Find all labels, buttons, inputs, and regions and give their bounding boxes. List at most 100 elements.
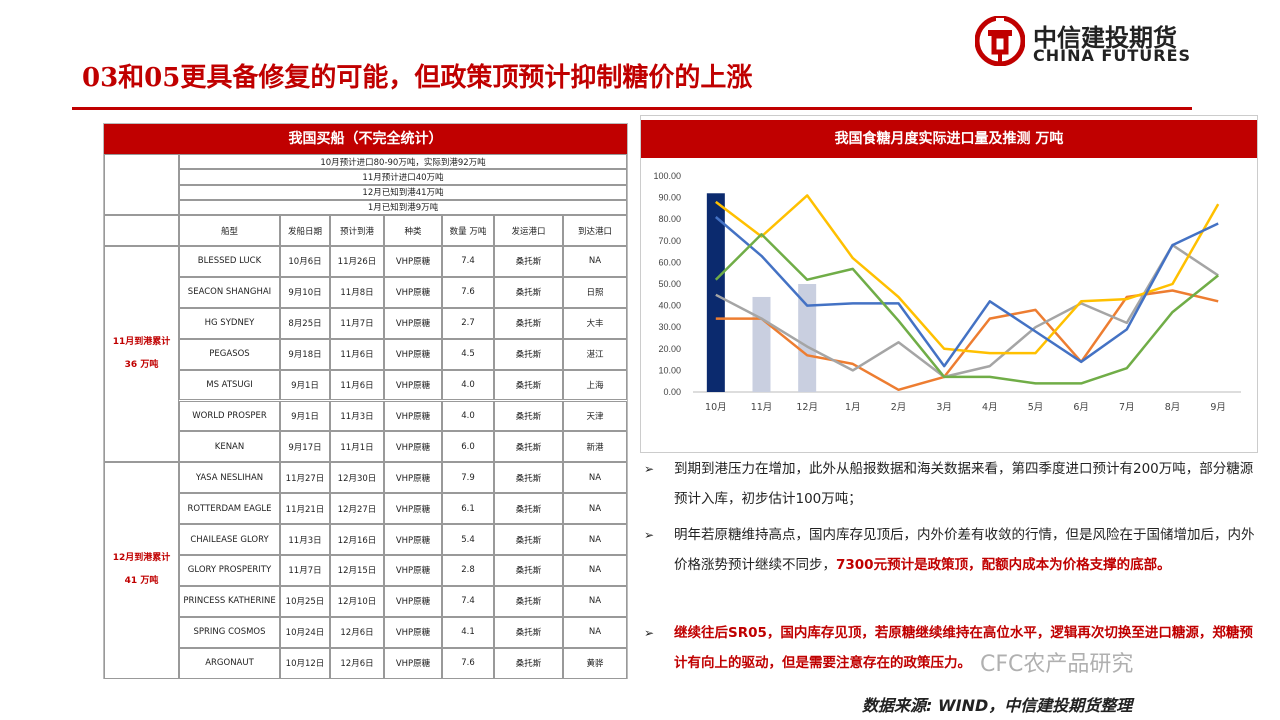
x-tick-label: 9月 — [1210, 402, 1226, 413]
series-line — [714, 216, 1219, 368]
table-cell: 桑托斯 — [494, 493, 563, 525]
x-tick-label: 8月 — [1165, 402, 1181, 413]
table-cell: 7.4 — [442, 246, 494, 277]
table-header-cell: 预计到港 — [330, 215, 384, 246]
bullet-item: ➢ 明年若原糖维持高点，国内库存见顶后，内外价差有收敛的行情，但是风险在于国储增加… — [644, 520, 1262, 580]
table-cell: 桑托斯 — [494, 585, 563, 617]
table-cell: 大丰 — [563, 307, 627, 339]
table-cell: KENAN — [179, 431, 280, 463]
table-cell: 12月27日 — [330, 493, 384, 525]
table-cell: ARGONAUT — [179, 647, 280, 679]
page-title: 03和05更具备修复的可能，但政策顶预计抑制糖价的上涨 — [82, 63, 753, 93]
header-blank-cell — [104, 215, 179, 246]
table-cell: NA — [563, 524, 627, 555]
table-cell: 12月10日 — [330, 585, 384, 617]
table-cell: NA — [563, 555, 627, 586]
x-tick-label: 3月 — [936, 402, 952, 413]
table-cell: 桑托斯 — [494, 307, 563, 339]
table-cell: VHP原糖 — [384, 585, 442, 617]
logo-cn: 中信建投期货 — [1033, 24, 1177, 52]
x-tick-label: 12月 — [796, 402, 818, 413]
table-cell: 9月1日 — [280, 400, 330, 432]
table-cell: 11月7日 — [280, 555, 330, 586]
title-divider — [72, 107, 1192, 110]
table-note: 11月预计进口40万吨 — [179, 169, 627, 185]
x-tick-label: 11月 — [751, 402, 773, 413]
table-cell: NA — [563, 246, 627, 277]
table-cell: 桑托斯 — [494, 369, 563, 401]
bullet-arrow-icon: ➢ — [644, 462, 655, 476]
bullet-text: 继续往后SR05，国内库存见顶，若原糖继续维持在高位水平，逻辑再次切换至进口糖源… — [644, 618, 1262, 678]
bullet-item: ➢ 继续往后SR05，国内库存见顶，若原糖继续维持在高位水平，逻辑再次切换至进口糖… — [644, 618, 1262, 678]
table-cell: 10月6日 — [280, 246, 330, 277]
chart-title: 我国食糖月度实际进口量及推测 万吨 — [641, 120, 1257, 158]
company-logo: 中信建投期货 CHINA FUTURES — [975, 16, 1195, 66]
table-cell: 新港 — [563, 431, 627, 463]
table-cell: 10月25日 — [280, 585, 330, 617]
table-header-cell: 发船日期 — [280, 215, 330, 246]
table-cell: VHP原糖 — [384, 276, 442, 308]
group-total: 41 万吨 — [124, 576, 159, 587]
table-cell: 4.0 — [442, 369, 494, 401]
table-cell: 10月24日 — [280, 616, 330, 648]
table-cell: 桑托斯 — [494, 338, 563, 370]
y-tick-label: 70.00 — [658, 236, 681, 246]
bullet-text: 到期到港压力在增加，此外从船报数据和海关数据来看，第四季度进口预计有200万吨，… — [644, 454, 1262, 514]
table-cell: GLORY PROSPERITY — [179, 555, 280, 586]
table-cell: 桑托斯 — [494, 462, 563, 494]
table-cell: NA — [563, 585, 627, 617]
table-cell: 11月8日 — [330, 276, 384, 308]
table-cell: 10月12日 — [280, 647, 330, 679]
table-cell: 9月10日 — [280, 276, 330, 308]
y-tick-label: 20.00 — [658, 344, 681, 354]
table-cell: 天津 — [563, 400, 627, 432]
table-cell: 桑托斯 — [494, 400, 563, 432]
table-cell: VHP原糖 — [384, 616, 442, 648]
bar — [752, 296, 771, 392]
table-cell: 6.0 — [442, 431, 494, 463]
table-cell: ROTTERDAM EAGLE — [179, 493, 280, 525]
table-cell: 11月6日 — [330, 338, 384, 370]
y-tick-label: 50.00 — [658, 279, 681, 289]
table-cell: 2.7 — [442, 307, 494, 339]
bullet-highlight: 继续往后SR05，国内库存见顶，若原糖继续维持在高位水平，逻辑再次切换至进口糖源… — [674, 625, 1253, 671]
table-cell: PRINCESS KATHERINE — [179, 585, 280, 617]
citic-logo-icon — [975, 16, 1025, 66]
logo-en: CHINA FUTURES — [1033, 46, 1192, 65]
import-chart: 0.00 10.00 20.00 30.00 40.00 50.00 60.00 70.00 8… — [640, 115, 1258, 453]
table-cell: VHP原糖 — [384, 307, 442, 339]
bullet-item: ➢ 到期到港压力在增加，此外从船报数据和海关数据来看，第四季度进口预计有200万吨… — [644, 454, 1262, 514]
table-cell: 上海 — [563, 369, 627, 401]
table-cell: 7.9 — [442, 462, 494, 494]
table-note: 1月已知到港9万吨 — [179, 199, 627, 215]
table-cell: 11月3日 — [330, 400, 384, 432]
x-tick-label: 1月 — [845, 402, 861, 413]
table-cell: 7.6 — [442, 276, 494, 308]
table-cell: 湛江 — [563, 338, 627, 370]
table-cell: 桑托斯 — [494, 555, 563, 586]
table-cell: 9月18日 — [280, 338, 330, 370]
bar — [706, 193, 725, 392]
table-cell: 12月6日 — [330, 647, 384, 679]
table-cell: 11月3日 — [280, 524, 330, 555]
table-cell: 11月7日 — [330, 307, 384, 339]
chart-canvas: 0.00 10.00 20.00 30.00 40.00 50.00 60.00 70.00 8… — [653, 150, 1241, 413]
table-cell: SEACON SHANGHAI — [179, 276, 280, 308]
table-cell: SPRING COSMOS — [179, 616, 280, 648]
table-cell: 11月1日 — [330, 431, 384, 463]
table-cell: 4.0 — [442, 400, 494, 432]
table-cell: VHP原糖 — [384, 524, 442, 555]
table-cell: 11月21日 — [280, 493, 330, 525]
table-cell: 8月25日 — [280, 307, 330, 339]
table-cell: 7.4 — [442, 585, 494, 617]
ship-table: 我国买船（不完全统计） 10月预计进口80-90万吨，实际到港92万吨 11月预计… — [103, 123, 628, 679]
table-cell: WORLD PROSPER — [179, 400, 280, 432]
bullet-segment: 到期到港压力在增加，此外从船报数据和海关数据来看，第四季度进口预计有200万吨，… — [674, 461, 1254, 507]
table-cell: 12月15日 — [330, 555, 384, 586]
x-tick-label: 5月 — [1028, 402, 1044, 413]
table-cell: 桑托斯 — [494, 647, 563, 679]
table-cell: VHP原糖 — [384, 338, 442, 370]
table-cell: VHP原糖 — [384, 555, 442, 586]
table-cell: VHP原糖 — [384, 462, 442, 494]
bullet-text: 明年若原糖维持高点，国内库存见顶后，内外价差有收敛的行情，但是风险在于国储增加后… — [644, 520, 1262, 580]
